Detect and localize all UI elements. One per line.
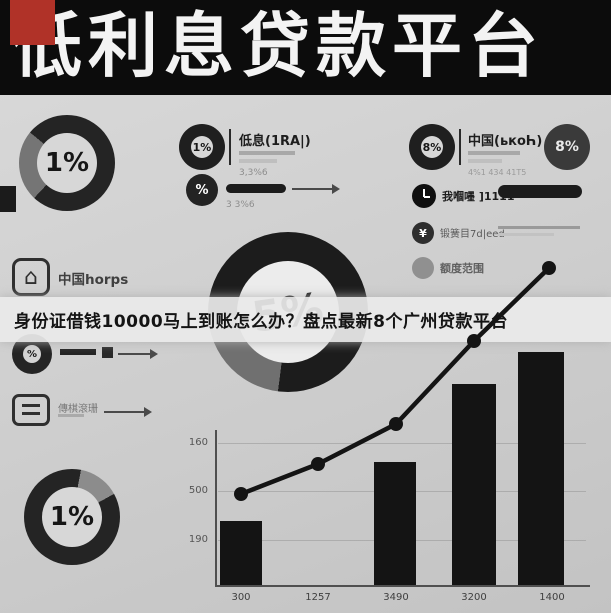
dot-icon [412,257,434,279]
stat-row-label: 锻簧目7d|eed [440,229,505,240]
bar [452,384,496,585]
trend-dot [234,487,248,501]
text-placeholder-line [468,159,502,163]
percent-ring-value: % [23,345,41,363]
stat-bar [498,185,582,198]
percent-icon: % [186,174,218,206]
low-interest-note: 3,3%6 [239,168,268,178]
list-icon-line [22,404,40,407]
house-icon: ⌂ [12,258,50,296]
percent-note: 3 3%6 [226,200,255,210]
x-axis-line [215,585,590,587]
donut-bottom-left-value: 1% [42,487,102,547]
yen-icon: ¥ [412,222,434,244]
trend-dot [467,334,481,348]
red-accent-square [10,0,55,45]
trend-polyline [238,265,552,497]
clock-hand [424,196,430,198]
trend-dot [311,457,325,471]
segment-bar [60,349,96,355]
divider-rule [459,129,461,165]
text-placeholder-line [498,233,554,236]
arrow-line [292,188,332,190]
top-banner: 低利息贷款平台 [0,0,611,95]
text-placeholder-line [498,226,580,229]
x-tick-label: 3200 [461,592,487,603]
donut-top-left-value: 1% [37,133,97,193]
china-right-note: 4%1 434 41T5 [468,168,527,177]
y-axis-line [215,430,217,587]
stat-row-label: 我嗰嚜 ]1111 [442,190,515,203]
x-tick-label: 1257 [305,592,331,603]
text-placeholder-line [239,159,277,163]
list-row-label: 傳棋滾珊 [58,404,98,415]
y-tick-label: 190 [188,534,208,545]
trend-line [234,261,556,501]
bar [220,521,262,585]
bar [374,462,416,585]
list-icon-line [22,412,40,415]
donut-mid-small-value: 1% [191,136,213,158]
donut-right-small-value: 8% [421,136,443,158]
text-placeholder-line [58,414,84,417]
progress-bar [226,184,286,193]
donut-chart-mid-small: 1% [179,124,225,170]
arrow-icon [332,184,340,194]
trend-dot [389,417,403,431]
arrow-line [104,411,144,413]
china-right-label: 中国(ькоҺ) [468,134,543,149]
donut-chart-top-left: 1% [19,115,115,211]
gridline [218,443,586,444]
x-tick-label: 3490 [383,592,409,603]
x-tick-label: 300 [231,592,251,603]
clock-hand [423,189,425,197]
percentage-badge-right: 8% [544,124,590,170]
arrow-icon [144,407,152,417]
donut-chart-right-small: 8% [409,124,455,170]
trend-dot [542,261,556,275]
list-icon [12,394,50,426]
arrow-icon [150,349,158,359]
low-interest-label: 低息(1RA|) [239,134,311,149]
arrow-line [118,353,150,355]
headline-text: 身份证借钱10000马上到账怎么办？盘点最新8个广州贷款平台 [14,312,508,332]
donut-chart-bottom-left: 1% [24,469,120,565]
poster-title: 低利息贷款平台 [12,5,544,87]
text-placeholder-line [239,151,295,155]
china-left-label: 中国horps [58,272,129,288]
y-tick-label: 160 [188,437,208,448]
segment-square [102,347,113,358]
y-tick-label: 500 [188,485,208,496]
bar [518,352,564,585]
left-edge-tab [0,186,16,212]
stat-row-label: 额度范围 [440,262,484,275]
divider-rule [229,129,231,165]
clock-icon [412,184,436,208]
x-tick-label: 1400 [539,592,565,603]
text-placeholder-line [468,151,520,155]
